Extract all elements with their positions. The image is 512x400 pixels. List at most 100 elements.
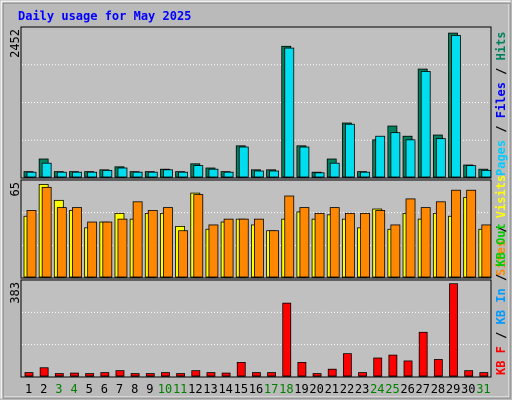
bar-kb-f-day-21 — [327, 368, 337, 377]
x-tick-label: 1 — [25, 382, 32, 396]
bar-sites-day-15 — [238, 218, 249, 278]
bar-sites-day-25 — [390, 224, 401, 278]
bar-kb-f-day-10 — [161, 372, 170, 377]
legend-entry: Sites — [494, 240, 508, 276]
x-tick-label: 29 — [446, 382, 460, 396]
panel-visits-sites: 65 Sites / Visits — [8, 175, 508, 279]
bar-kb-f-day-7 — [115, 370, 125, 377]
bar-sites-day-28 — [435, 201, 446, 278]
bar-kb-f-day-16 — [252, 372, 261, 377]
bar-kb-f-day-20 — [312, 373, 322, 377]
bar-sites-day-6 — [102, 221, 113, 278]
bar-kb-f-day-19 — [297, 362, 307, 377]
bar-files-day-9 — [147, 171, 158, 178]
bar-kb-f-day-2 — [39, 367, 49, 377]
x-tick-label: 14 — [218, 382, 232, 396]
legend-entry: Files — [494, 82, 508, 118]
x-axis: 1 2 3 4 5 6 7 8 9 10 11 12 13 14 15 16 17 18 19 20 21 22 23 24 2… — [25, 382, 491, 396]
bar-files-day-3 — [56, 171, 67, 178]
bar-sites-day-11 — [178, 230, 189, 278]
bar-files-day-8 — [132, 171, 143, 178]
bar-sites-day-3 — [56, 207, 67, 278]
bar-sites-day-7 — [117, 218, 128, 278]
bar-kb-f-day-22 — [342, 353, 352, 377]
x-tick-label: 30 — [461, 382, 475, 396]
panel-hits-files-pages: 2452 Pages / Files / Hits — [8, 26, 508, 179]
x-tick-label: 6 — [101, 382, 108, 396]
legend-entry: / — [494, 324, 508, 346]
legend-entry: Pages — [494, 140, 508, 176]
x-tick-label: 16 — [249, 382, 263, 396]
bar-kb-f-day-5 — [85, 373, 95, 377]
bar-sites-day-13 — [208, 224, 219, 278]
bar-files-day-14 — [223, 171, 234, 178]
bar-files-day-20 — [314, 172, 325, 178]
bar-kb-f-day-26 — [403, 360, 413, 377]
x-tick-label: 7 — [116, 382, 123, 396]
bar-sites-day-10 — [163, 207, 173, 278]
bar-sites-day-17 — [269, 230, 279, 278]
bar-kb-f-day-23 — [358, 372, 367, 377]
legend-visits-sites: Sites / Visits — [494, 175, 508, 276]
legend-kb-traffic: KB F / KB In / KB Out — [494, 223, 508, 375]
bar-sites-day-22 — [344, 212, 355, 278]
bar-kb-f-day-3 — [54, 373, 64, 377]
bar-files-day-27 — [420, 71, 431, 178]
x-tick-label: 11 — [173, 382, 187, 396]
x-tick-label: 24 — [370, 382, 384, 396]
bar-kb-f-day-6 — [100, 372, 110, 377]
bar-files-day-4 — [72, 171, 82, 178]
bar-files-day-15 — [238, 146, 249, 178]
legend-entry: / — [494, 118, 508, 140]
x-tick-label: 28 — [431, 382, 445, 396]
bar-files-day-25 — [390, 132, 401, 178]
bar-sites-day-20 — [314, 212, 325, 278]
bar-files-day-10 — [163, 169, 173, 178]
legend-entry: KB F — [494, 346, 508, 375]
bar-files-day-17 — [269, 170, 279, 178]
bar-sites-day-23 — [360, 212, 370, 278]
chart-panels: 2452 Pages / Files / Hits 65 Sites / Visits… — [8, 26, 508, 378]
bar-kb-f-day-4 — [70, 372, 79, 377]
bar-sites-day-12 — [193, 194, 204, 278]
bar-kb-f-day-31 — [479, 372, 489, 377]
bar-files-day-5 — [87, 171, 98, 178]
bar-kb-f-day-14 — [221, 372, 231, 377]
x-tick-label: 21 — [325, 382, 339, 396]
y-max-label: 2452 — [8, 29, 22, 58]
bar-kb-f-day-11 — [176, 373, 186, 377]
bar-kb-f-day-27 — [418, 331, 428, 377]
bar-files-day-11 — [178, 171, 189, 178]
bar-sites-day-14 — [223, 218, 234, 278]
bar-kb-f-day-29 — [449, 283, 458, 377]
bar-files-day-12 — [193, 165, 204, 178]
bar-files-day-6 — [102, 170, 113, 178]
bar-kb-f-day-18 — [282, 302, 292, 377]
bar-kb-f-day-28 — [433, 359, 443, 377]
legend-entry: / — [494, 267, 508, 289]
bar-sites-day-31 — [481, 224, 492, 278]
x-tick-label: 17 — [264, 382, 278, 396]
bar-sites-day-24 — [375, 210, 386, 278]
bar-files-day-1 — [26, 171, 37, 178]
bar-kb-f-day-17 — [267, 372, 276, 377]
bar-kb-f-day-15 — [236, 362, 246, 377]
x-tick-label: 12 — [188, 382, 202, 396]
plot-area — [20, 279, 492, 378]
bar-files-day-30 — [466, 165, 477, 178]
bar-kb-f-day-8 — [130, 373, 140, 377]
x-tick-label: 13 — [203, 382, 217, 396]
x-tick-label: 25 — [385, 382, 399, 396]
bar-files-day-28 — [435, 138, 446, 178]
bar-files-day-16 — [254, 170, 264, 178]
bar-files-day-21 — [329, 162, 340, 178]
legend-entry: Visits — [494, 175, 508, 218]
bar-files-day-18 — [284, 47, 295, 178]
x-tick-label: 18 — [279, 382, 293, 396]
bar-files-day-2 — [41, 162, 52, 178]
bar-kb-f-day-1 — [24, 372, 34, 377]
bar-sites-day-4 — [72, 207, 82, 278]
bar-files-day-7 — [117, 167, 128, 178]
bar-files-day-19 — [299, 146, 310, 178]
bar-sites-day-30 — [466, 189, 477, 278]
